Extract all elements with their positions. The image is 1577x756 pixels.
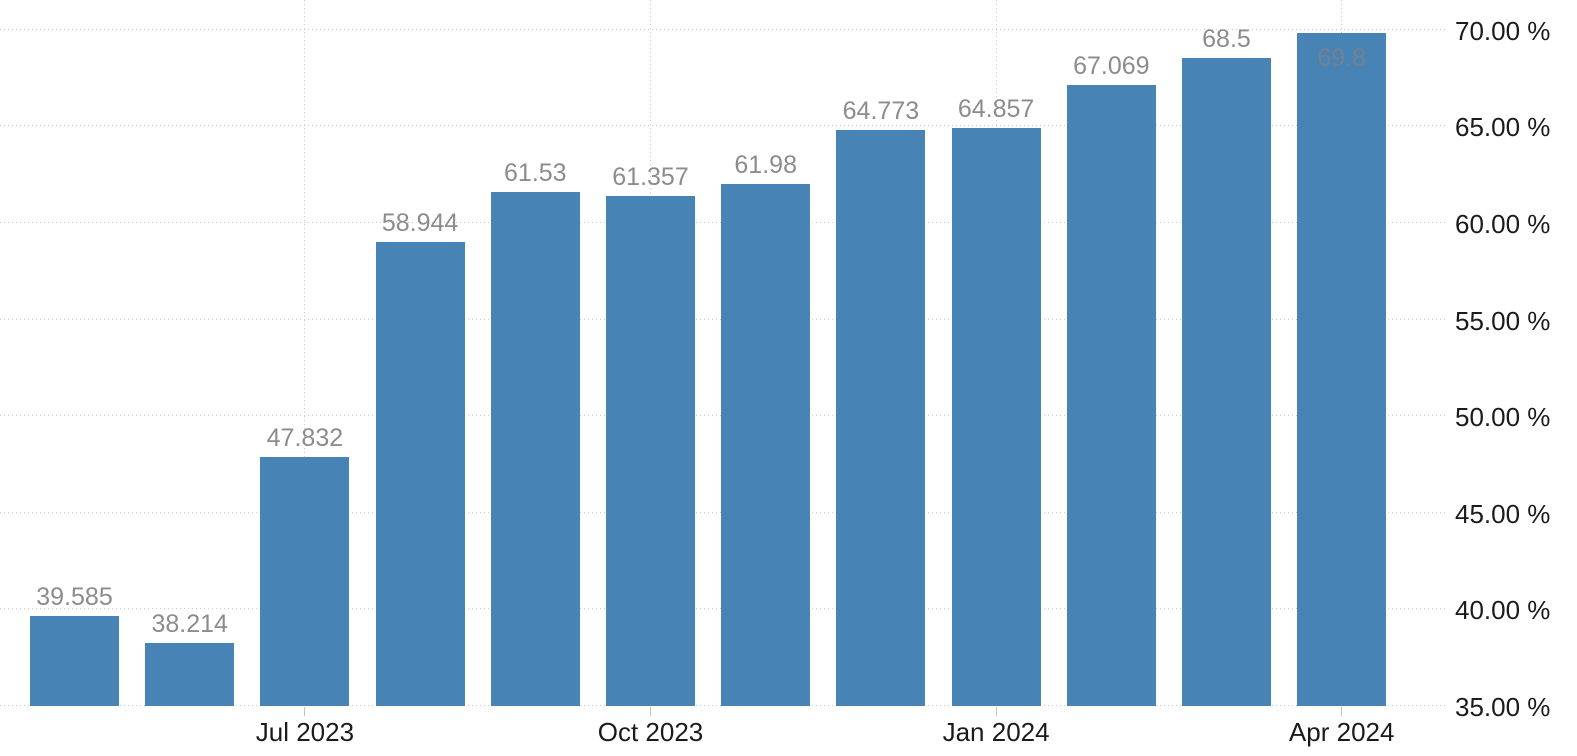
y-axis-tick-label: 70.00 % <box>1455 15 1551 46</box>
x-axis-tick-label: Jan 2024 <box>942 717 1050 747</box>
bar <box>375 242 465 706</box>
bar-value-label: 61.98 <box>734 150 797 179</box>
bar <box>721 183 811 706</box>
bar <box>951 128 1041 706</box>
bar-value-label: 38.214 <box>151 609 228 638</box>
bar-value-label: 61.357 <box>612 162 689 191</box>
x-axis-tick-mark <box>650 707 651 716</box>
y-axis-tick-label: 60.00 % <box>1455 209 1551 239</box>
y-axis-tick-label: 50.00 % <box>1455 402 1551 433</box>
bar-value-label: 67.069 <box>1073 52 1150 81</box>
y-axis-tick-label: 65.00 % <box>1455 112 1551 143</box>
bar-value-label: 39.585 <box>36 583 113 612</box>
x-axis-tick-label: Jul 2023 <box>255 717 355 747</box>
bar-value-label: 61.53 <box>504 159 567 188</box>
gridline-vertical <box>304 0 306 705</box>
bar <box>260 457 350 706</box>
bar-value-label: 68.5 <box>1202 24 1251 53</box>
bar <box>1066 85 1156 706</box>
x-axis-tick-mark <box>304 707 306 716</box>
bar <box>1182 57 1271 706</box>
y-axis-tick-label: 45.00 % <box>1455 498 1551 529</box>
y-axis-tick-label: 55.00 % <box>1455 305 1551 336</box>
bar-value-label: 47.832 <box>266 424 344 453</box>
y-axis-tick-label: 40.00 % <box>1455 595 1551 626</box>
x-axis-tick-label: Oct 2023 <box>597 717 704 747</box>
gridline-horizontal <box>0 28 1447 30</box>
x-axis-tick-label: Apr 2024 <box>1288 717 1395 747</box>
gridline-horizontal <box>0 125 1447 127</box>
bar <box>606 195 695 706</box>
y-axis-tick-label: 35.00 % <box>1455 692 1551 722</box>
bar <box>490 192 580 706</box>
bar <box>836 129 926 706</box>
bar-value-label: 64.773 <box>842 96 920 125</box>
bar-value-label: 69.8 <box>1317 43 1367 72</box>
x-axis-tick-mark <box>1341 707 1343 716</box>
bar <box>30 616 119 706</box>
bar <box>145 642 235 706</box>
x-axis-tick-mark <box>995 707 997 716</box>
bar <box>1297 32 1387 706</box>
bar-value-label: 58.944 <box>381 209 459 238</box>
bar-value-label: 64.857 <box>957 95 1035 124</box>
